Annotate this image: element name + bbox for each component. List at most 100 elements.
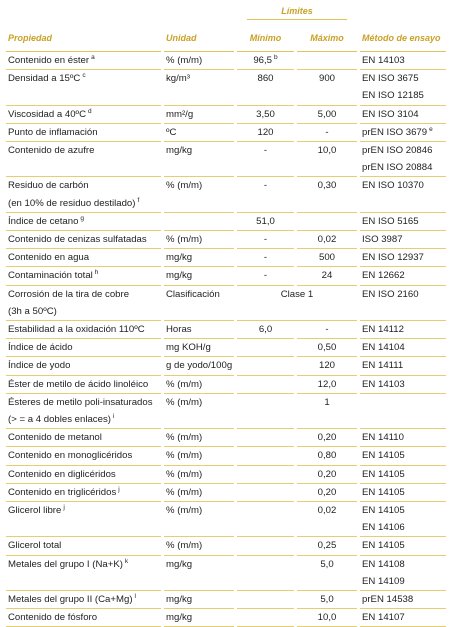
property-text: Ésteres de metilo poli-insaturados [8,396,153,408]
property-text: Contenido en éster [8,55,90,66]
range-cell: Clase 1 [237,286,358,321]
property-text: Contenido de fósforo [8,612,98,624]
table-row: Índice de cetano g 51,0 EN ISO 5165 [6,213,447,231]
property-cell: Glicerol total [6,537,161,556]
method-cell: EN 14110 [360,429,447,448]
unit-text: % (m/m) [166,468,203,480]
max-cell: 24 [297,267,358,286]
max-cell: 900 [297,70,358,106]
method-text: prEN 14538 [362,593,414,605]
property-text: Índice de ácido [8,342,73,354]
unit-text: % (m/m) [166,55,203,66]
min-value: - [263,252,268,264]
method-line: prEN 14538 [362,591,444,608]
max-cell: 500 [297,249,358,268]
property-text: Metales del grupo I (Na+K) [8,558,123,570]
method-text: EN ISO 3104 [362,108,419,120]
property-text: Contenido de cenizas sulfatadas [8,233,147,245]
max-cell: 0,25 [297,537,358,556]
property-line: Contenido en diglicéridos [8,466,159,483]
property-cell: Índice de yodo [6,357,161,376]
unit-cell: mg/kg [164,609,234,627]
unit-text: mg/kg [166,612,193,624]
unit-text: Clasificación [166,288,220,300]
property-cell: Corrosión de la tira de cobre (3h a 50ºC) [6,286,161,321]
min-value: - [263,233,268,245]
method-line: prEN ISO 3679 e [362,124,444,141]
max-cell: 0,50 [297,339,358,358]
method-text: EN 14105 [362,450,405,462]
footnote-mark: e [429,125,433,133]
min-cell: 120 [237,124,294,142]
method-cell: EN 12662 [360,267,447,286]
method-line: EN 14103 [362,376,444,393]
method-line: EN ISO 3104 [362,106,444,123]
unit-text: mg/kg [166,558,193,570]
property-text: Contenido en monoglicéridos [8,450,133,462]
property-line: Éster de metilo de ácido linoléico [8,376,159,393]
table-row: Contenido de azufre mg/kg - 10,0 prEN ISO 20… [6,142,447,178]
column-header: Método de ensayo [360,24,447,52]
table-row: Estabilidad a la oxidación 110ºC Horas 6,0… [6,321,447,340]
table-row: Glicerol total % (m/m) 0,25 EN 14105 [6,537,447,556]
min-cell: 51,0 [237,213,294,231]
method-cell: EN 14103 [360,52,447,71]
property-cell: Metales del grupo II (Ca+Mg) l [6,591,161,610]
unit-cell: % (m/m) [164,231,234,250]
min-cell [237,339,294,358]
table-row: Corrosión de la tira de cobre (3h a 50ºC)… [6,286,447,321]
method-line: EN 14105 [362,502,444,519]
method-line: EN 14104 [362,339,444,356]
max-value: - [325,126,329,138]
property-line: Contenido de azufre [8,142,159,159]
max-value: 10,0 [317,612,337,624]
property-text: (en 10% de residuo destilado) [8,197,136,209]
property-text: Contaminación total [8,270,93,282]
max-cell: 5,0 [297,556,358,591]
footnote-mark: a [91,54,95,61]
min-cell [237,591,294,610]
property-text: Éster de metilo de ácido linoléico [8,378,149,390]
table-row: Contenido de fósforo mg/kg 10,0 EN 14107 [6,609,447,627]
max-cell: 0,02 [297,231,358,250]
unit-text: % (m/m) [166,233,203,245]
property-line: Residuo de carbón [8,177,159,194]
max-value: 0,80 [317,450,337,462]
property-line: Contenido de metanol [8,429,159,446]
property-text: Glicerol libre [8,504,62,516]
unit-text: % (m/m) [166,432,203,444]
method-line: EN 14105 [362,484,444,501]
property-line: Densidad a 15ºC c [8,70,159,87]
property-cell: Contenido de azufre [6,142,161,178]
max-cell: 0,02 [297,502,358,538]
property-line: Contenido de cenizas sulfatadas [8,231,159,248]
max-value: 120 [319,360,336,372]
method-text: EN ISO 5165 [362,215,419,227]
table-row: Contenido en monoglicéridos % (m/m) 0,80 EN… [6,447,447,466]
min-cell [237,429,294,448]
min-value: - [263,180,268,192]
min-cell: - [237,249,294,268]
unit-text: % (m/m) [166,540,203,552]
max-cell: 120 [297,357,358,376]
unit-cell: g de yodo/100g [164,357,234,376]
method-cell [360,394,447,430]
property-cell: Contenido en diglicéridos [6,466,161,484]
max-value: 5,0 [320,593,334,605]
unit-cell: % (m/m) [164,429,234,448]
max-value: 500 [319,252,336,264]
table-row: Índice de ácido mg KOH/g 0,50 EN 14104 [6,339,447,358]
footnote-mark: i [112,412,115,420]
min-cell [237,484,294,502]
max-value: 12,0 [317,378,337,390]
property-line: Corrosión de la tira de cobre [8,286,159,303]
method-line: prEN ISO 20884 [362,159,444,176]
unit-cell: % (m/m) [164,177,234,213]
max-value: 900 [319,73,336,85]
property-line: Glicerol libre j [8,502,159,519]
property-line: (3h a 50ºC) [8,303,159,320]
property-line: Índice de cetano g [8,213,159,230]
footnote-mark: j [63,503,65,511]
method-cell: EN 14111 [360,357,447,376]
min-cell [237,502,294,538]
